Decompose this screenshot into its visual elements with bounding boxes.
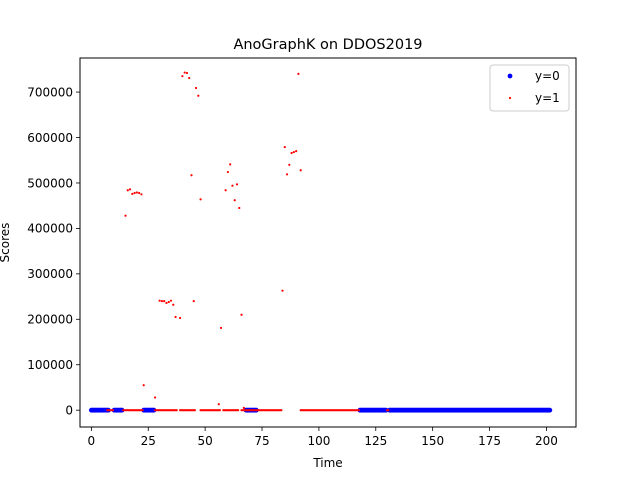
data-point: [135, 191, 138, 194]
data-point: [229, 163, 232, 166]
data-point: [179, 316, 182, 320]
data-point: [281, 289, 284, 292]
series-y1: [106, 71, 390, 412]
x-tick-label: 25: [141, 434, 156, 448]
plot-marks: [88, 71, 553, 413]
data-point: [299, 169, 302, 172]
x-tick-label: 50: [197, 434, 212, 448]
data-point: [237, 409, 240, 412]
data-point: [226, 170, 229, 174]
data-point: [151, 407, 157, 413]
data-point: [192, 300, 195, 303]
x-tick-label: 150: [421, 434, 444, 448]
data-point: [181, 75, 184, 78]
x-tick-label: 200: [535, 434, 558, 448]
data-point: [547, 407, 553, 413]
data-point: [288, 163, 291, 166]
x-axis: 0 25 50 75 100 125 150 175 200: [88, 427, 558, 448]
data-point: [172, 303, 175, 306]
x-axis-title: Time: [312, 456, 342, 470]
data-point: [283, 145, 286, 149]
data-point: [290, 151, 293, 155]
data-point: [240, 313, 243, 316]
y-axis-title: Scores: [0, 223, 12, 263]
data-point: [169, 299, 173, 302]
y-tick-label: 0: [65, 403, 73, 417]
data-point: [383, 407, 389, 413]
data-point: [167, 300, 170, 304]
data-point: [165, 301, 168, 305]
legend-label-y1: y=1: [535, 91, 560, 105]
y-tick-label: 700000: [27, 85, 73, 99]
chart-title: AnoGraphK on DDOS2019: [233, 37, 422, 53]
data-point: [194, 86, 198, 90]
data-point: [140, 193, 143, 196]
data-point: [197, 94, 200, 97]
data-point: [199, 198, 202, 201]
data-point: [357, 409, 360, 412]
data-point: [183, 71, 186, 74]
data-point: [138, 191, 141, 195]
data-point: [218, 409, 222, 412]
data-point: [190, 174, 193, 177]
data-point: [128, 188, 132, 191]
legend-marker-y1: [508, 96, 512, 100]
data-point: [292, 150, 295, 154]
x-tick-label: 0: [88, 434, 96, 448]
data-point: [133, 191, 136, 195]
y-tick-label: 500000: [27, 176, 73, 190]
data-point: [126, 189, 129, 192]
data-point: [185, 71, 189, 75]
data-point: [233, 199, 236, 202]
data-point: [219, 326, 223, 330]
data-point: [295, 150, 298, 153]
data-point: [280, 409, 283, 412]
data-point: [238, 206, 241, 210]
y-tick-label: 600000: [27, 131, 73, 145]
data-point: [131, 192, 134, 195]
x-tick-label: 125: [364, 434, 387, 448]
data-point: [153, 396, 157, 399]
data-point: [387, 409, 390, 412]
y-tick-label: 400000: [27, 222, 73, 236]
data-point: [174, 315, 177, 319]
data-point: [175, 409, 178, 412]
data-point: [297, 72, 300, 76]
data-point: [224, 189, 227, 192]
y-axis: 0 100000 200000 300000 400000 500000 600000 700…: [27, 85, 80, 417]
plot-frame: [79, 57, 577, 428]
data-point: [285, 173, 289, 176]
data-point: [188, 76, 191, 80]
data-point: [158, 299, 161, 302]
x-tick-label: 75: [254, 434, 269, 448]
data-point: [242, 406, 245, 410]
x-tick-label: 175: [478, 434, 501, 448]
data-point: [124, 214, 127, 217]
y-tick-label: 100000: [27, 358, 73, 372]
y-tick-label: 200000: [27, 313, 73, 327]
data-point: [119, 407, 125, 413]
y-tick-label: 300000: [27, 267, 73, 281]
series-y0: [88, 407, 553, 413]
data-point: [217, 403, 220, 406]
x-tick-label: 100: [307, 434, 330, 448]
data-point: [160, 300, 164, 303]
data-point: [163, 300, 166, 303]
data-point: [111, 409, 115, 412]
data-point: [142, 384, 145, 387]
data-point: [235, 183, 239, 186]
legend-label-y0: y=0: [535, 69, 560, 83]
data-point: [193, 409, 196, 412]
data-point: [231, 184, 234, 187]
legend-marker-y0: [507, 73, 513, 79]
legend: y=0 y=1: [489, 64, 570, 112]
data-point: [141, 409, 144, 412]
